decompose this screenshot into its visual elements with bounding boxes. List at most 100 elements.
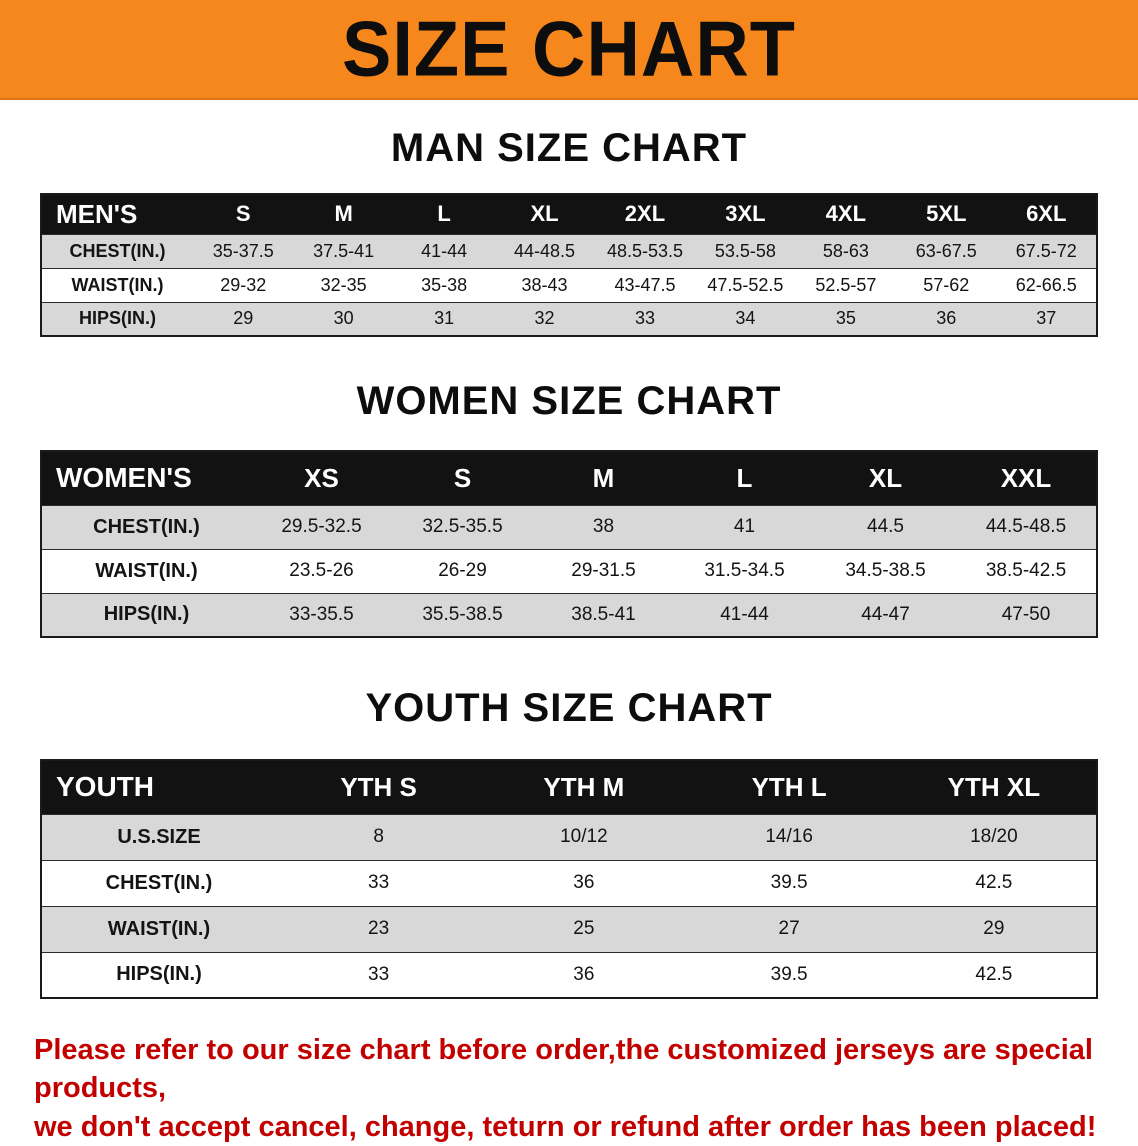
size-value: 33 [594, 301, 696, 336]
measurement-label: HIPS(IN.) [41, 951, 276, 998]
size-value: 26-29 [392, 548, 533, 593]
size-value: 58-63 [795, 233, 897, 268]
size-value: 36 [481, 859, 687, 906]
size-column-header: L [393, 194, 495, 234]
size-value: 57-62 [896, 267, 997, 302]
size-column-header: 6XL [996, 194, 1097, 234]
table-row: CHEST(IN.) 33 36 39.5 42.5 [41, 859, 1097, 906]
size-value: 42.5 [891, 859, 1097, 906]
size-value: 25 [481, 905, 687, 952]
size-value: 36 [481, 951, 687, 998]
size-value: 39.5 [686, 951, 892, 998]
size-column-header: XS [251, 451, 392, 505]
table-row: U.S.SIZE 8 10/12 14/16 18/20 [41, 813, 1097, 860]
size-column-header: XL [815, 451, 956, 505]
size-column-header: XXL [956, 451, 1097, 505]
size-value: 63-67.5 [896, 233, 997, 268]
size-value: 34.5-38.5 [815, 548, 956, 593]
size-value: 37.5-41 [293, 233, 394, 268]
size-column-header: XL [494, 194, 595, 234]
size-column-header: YTH S [276, 760, 482, 814]
table-row: CHEST(IN.) 35-37.5 37.5-41 41-44 44-48.5 48.5… [41, 233, 1097, 268]
youth-table-body: U.S.SIZE 8 10/12 14/16 18/20 CHEST(IN.) 33 36 39… [41, 813, 1097, 998]
size-column-header: L [674, 451, 815, 505]
youth-table-header-row: YOUTH YTH S YTH M YTH L YTH XL [41, 760, 1097, 814]
men-section-heading: MAN SIZE CHART [390, 126, 748, 170]
size-value: 32.5-35.5 [392, 504, 533, 549]
size-value: 48.5-53.5 [594, 233, 696, 268]
size-value: 53.5-58 [695, 233, 796, 268]
size-value: 31.5-34.5 [674, 548, 815, 593]
size-value: 27 [686, 905, 892, 952]
banner-title: SIZE CHART [342, 4, 796, 93]
size-value: 39.5 [686, 859, 892, 906]
size-value: 67.5-72 [996, 233, 1097, 268]
size-value: 38.5-42.5 [956, 548, 1097, 593]
size-value: 43-47.5 [594, 267, 696, 302]
size-value: 35 [795, 301, 897, 336]
table-row: HIPS(IN.) 33-35.5 35.5-38.5 38.5-41 41-44 44-… [41, 592, 1097, 637]
table-row: CHEST(IN.) 29.5-32.5 32.5-35.5 38 41 44.5 44.5… [41, 504, 1097, 549]
women-size-table: WOMEN'S XS S M L XL XXL CHEST(IN.) 29.5-32.5 32.… [40, 450, 1098, 638]
size-column-header: 4XL [795, 194, 897, 234]
size-value: 23 [276, 905, 482, 952]
measurement-label: CHEST(IN.) [41, 233, 193, 268]
size-value: 14/16 [686, 813, 892, 860]
size-value: 32 [494, 301, 595, 336]
size-value: 33-35.5 [251, 592, 392, 637]
size-value: 35-38 [393, 267, 495, 302]
table-row: HIPS(IN.) 33 36 39.5 42.5 [41, 951, 1097, 998]
size-value: 30 [293, 301, 394, 336]
size-value: 29.5-32.5 [251, 504, 392, 549]
table-corner-label: WOMEN'S [41, 451, 251, 505]
size-value: 38.5-41 [533, 592, 674, 637]
size-column-header: S [392, 451, 533, 505]
men-table-body: CHEST(IN.) 35-37.5 37.5-41 41-44 44-48.5 48.5… [41, 233, 1097, 336]
size-value: 38-43 [494, 267, 595, 302]
size-value: 47.5-52.5 [695, 267, 796, 302]
men-size-section: MAN SIZE CHART MEN'S S M L XL 2XL 3XL 4XL 5XL 6XL… [0, 126, 1138, 337]
size-column-header: 5XL [896, 194, 997, 234]
table-row: HIPS(IN.) 29 30 31 32 33 34 35 36 37 [41, 301, 1097, 336]
size-column-header: YTH M [481, 760, 687, 814]
measurement-label: WAIST(IN.) [41, 267, 193, 302]
size-value: 34 [695, 301, 796, 336]
measurement-label: CHEST(IN.) [41, 504, 251, 549]
size-value: 44.5 [815, 504, 956, 549]
measurement-label: HIPS(IN.) [41, 592, 251, 637]
size-column-header: M [533, 451, 674, 505]
size-value: 10/12 [481, 813, 687, 860]
table-corner-label: MEN'S [41, 194, 193, 234]
women-table-header-row: WOMEN'S XS S M L XL XXL [41, 451, 1097, 505]
table-row: WAIST(IN.) 29-32 32-35 35-38 38-43 43-47.5 47.… [41, 267, 1097, 302]
table-row: WAIST(IN.) 23.5-26 26-29 29-31.5 31.5-34.5 34… [41, 548, 1097, 593]
size-value: 33 [276, 951, 482, 998]
size-value: 29 [193, 301, 294, 336]
size-value: 44.5-48.5 [956, 504, 1097, 549]
youth-section-heading: YOUTH SIZE CHART [365, 686, 773, 730]
women-table-body: CHEST(IN.) 29.5-32.5 32.5-35.5 38 41 44.5 44.5… [41, 504, 1097, 637]
women-size-section: WOMEN SIZE CHART WOMEN'S XS S M L XL XXL CHEST… [0, 379, 1138, 638]
size-column-header: S [193, 194, 294, 234]
size-value: 29-32 [193, 267, 294, 302]
size-chart-banner: SIZE CHART [0, 0, 1138, 100]
size-value: 42.5 [891, 951, 1097, 998]
size-value: 33 [276, 859, 482, 906]
size-value: 52.5-57 [795, 267, 897, 302]
size-value: 41-44 [674, 592, 815, 637]
size-value: 37 [996, 301, 1097, 336]
size-value: 44-48.5 [494, 233, 595, 268]
table-row: WAIST(IN.) 23 25 27 29 [41, 905, 1097, 952]
measurement-label: WAIST(IN.) [41, 548, 251, 593]
size-column-header: YTH L [686, 760, 892, 814]
disclaimer-line-2: we don't accept cancel, change, teturn o… [34, 1110, 1097, 1143]
men-table-header-row: MEN'S S M L XL 2XL 3XL 4XL 5XL 6XL [41, 194, 1097, 234]
size-value: 44-47 [815, 592, 956, 637]
table-corner-label: YOUTH [41, 760, 276, 814]
size-value: 62-66.5 [996, 267, 1097, 302]
size-value: 31 [393, 301, 495, 336]
measurement-label: HIPS(IN.) [41, 301, 193, 336]
measurement-label: U.S.SIZE [41, 813, 276, 860]
size-value: 29 [891, 905, 1097, 952]
men-size-table: MEN'S S M L XL 2XL 3XL 4XL 5XL 6XL CHEST(IN.) 35-3… [40, 193, 1098, 337]
